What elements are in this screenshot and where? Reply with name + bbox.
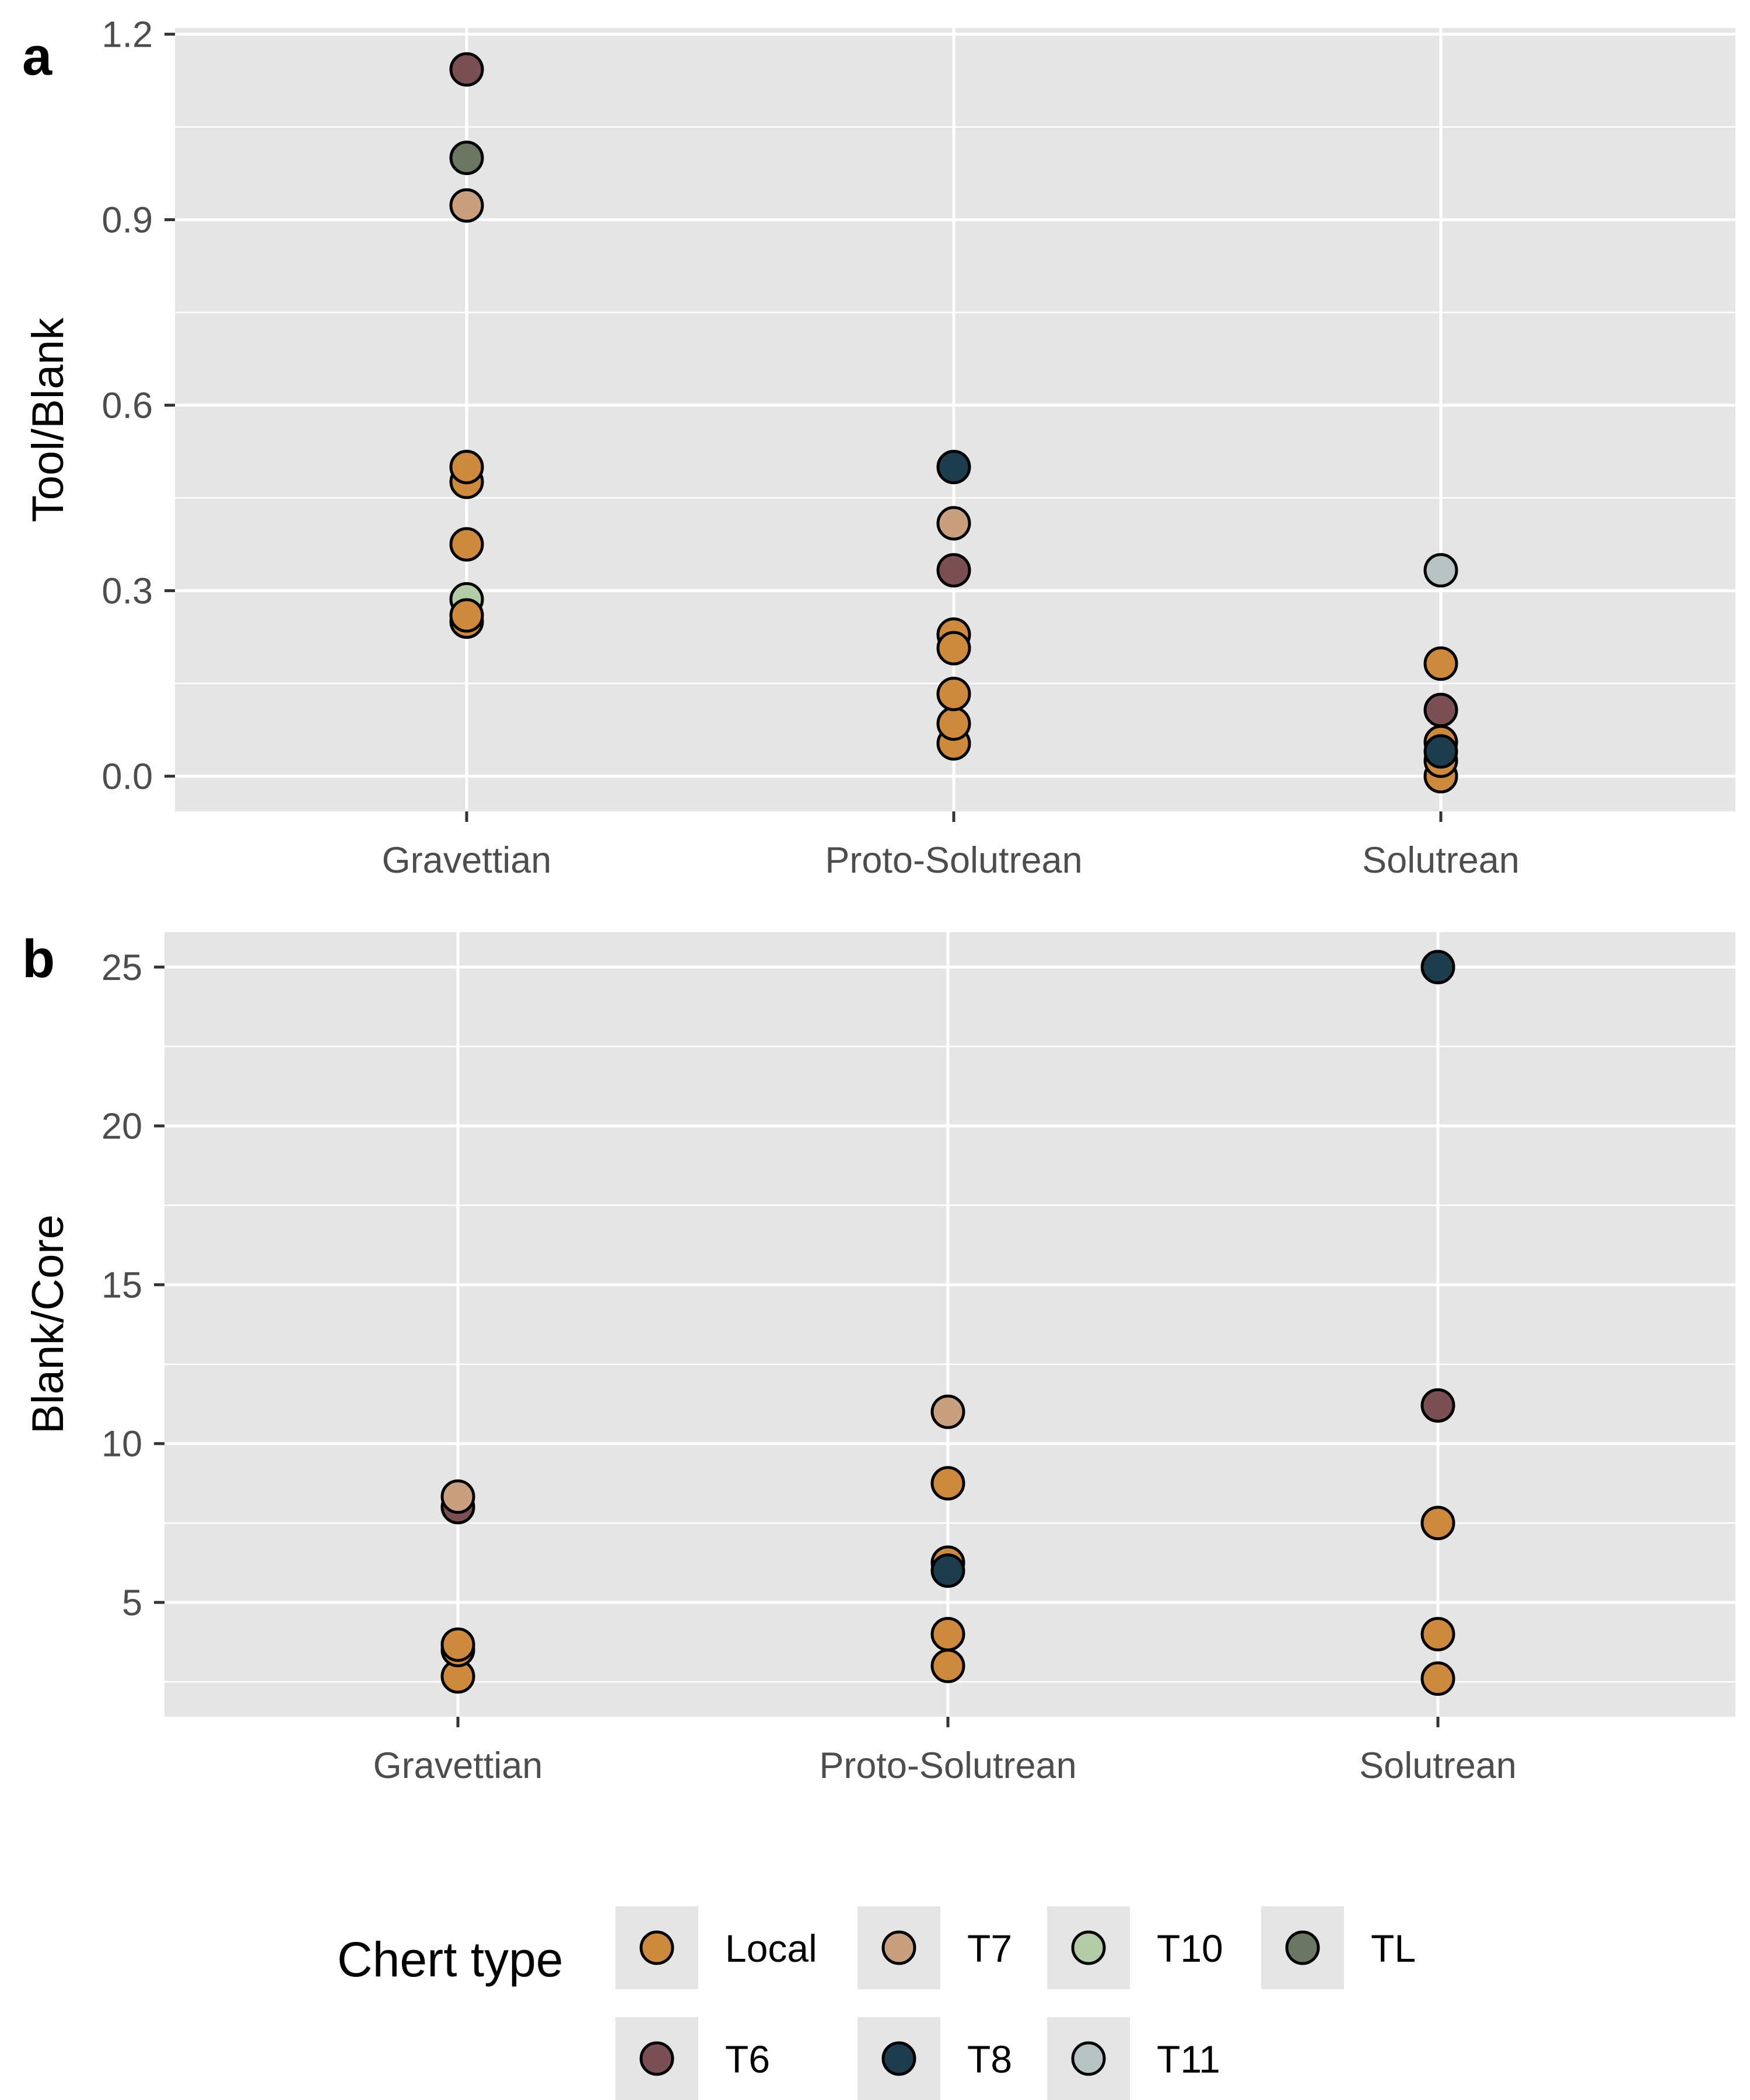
panel-b-points [440,950,1455,1696]
data-point-local [440,1627,475,1662]
legend-label-t7: T7 [967,1927,1012,1970]
y-tick-label: 1.2 [102,15,153,55]
x-tick-label: Solutrean [1362,840,1520,881]
panel-b-ylabel: Blank/Core [23,1214,73,1434]
data-point-t8 [1423,734,1458,769]
x-tick-label: Proto-Solutrean [819,1745,1076,1786]
x-tick-label: Proto-Solutrean [825,840,1082,881]
legend-swatch-tl [1285,1930,1320,1965]
legend-title: Chert type [337,1932,564,1987]
data-point-local [930,1616,965,1651]
data-point-t6 [449,52,484,87]
y-tick-label: 20 [102,1106,142,1147]
data-point-t8 [936,450,971,485]
legend-swatch-t10 [1071,1930,1106,1965]
panel-b-axes: 5 10 15 20 25 Gravettian Proto-Solutrean Solutr… [102,947,1517,1786]
data-point-t7 [449,188,484,223]
legend-label-t10: T10 [1157,1927,1223,1970]
y-tick-label: 15 [102,1265,142,1306]
y-tick-label: 0.3 [102,571,153,612]
legend-swatch-t11 [1071,2041,1106,2076]
data-point-local [936,631,971,666]
y-tick-label: 0.6 [102,386,153,426]
data-point-local [930,1648,965,1684]
legend-label-t8: T8 [967,2038,1012,2081]
panel-a-axes: 0.0 0.3 0.6 0.9 1.2 Gravettian Proto-Solutrean… [102,15,1519,881]
panel-a: 0.0 0.3 0.6 0.9 1.2 Gravettian Proto-Solutrean… [22,15,1735,881]
legend-label-local: Local [725,1927,817,1970]
legend-label-t6: T6 [725,2038,770,2081]
panel-a-ylabel: Tool/Blank [23,317,73,523]
data-point-local [936,706,971,741]
y-tick-label: 0.0 [102,757,153,797]
data-point-t7 [440,1479,475,1514]
y-tick-label: 5 [122,1583,142,1623]
x-tick-label: Solutrean [1359,1745,1517,1786]
data-point-t6 [1423,692,1458,727]
data-point-t8 [1420,950,1455,985]
legend-entries: Local T7 T10 TL T6 T8 T11 [615,1906,1416,2100]
legend-swatch-local [639,1930,674,1965]
data-point-t7 [936,506,971,541]
y-tick-label: 10 [102,1424,142,1465]
data-point-t6 [936,553,971,588]
legend: Chert type Local T7 T10 TL T6 T8 T11 [337,1906,1416,2100]
data-point-t6 [1420,1388,1455,1423]
x-tick-label: Gravettian [382,840,552,881]
panel-b: 5 10 15 20 25 Gravettian Proto-Solutrean Solutr… [22,929,1735,1786]
data-point-local [1423,646,1458,681]
data-point-local [930,1466,965,1501]
data-point-t7 [930,1394,965,1429]
panel-b-label: b [22,929,55,989]
data-point-local [1420,1661,1455,1696]
y-tick-label: 0.9 [102,200,153,241]
data-point-local [1420,1616,1455,1651]
data-point-local [449,450,484,485]
y-tick-label: 25 [102,947,142,988]
data-point-local [1420,1506,1455,1541]
legend-swatch-t7 [881,1930,916,1965]
data-point-t8 [930,1553,965,1588]
panel-a-points [449,52,1458,794]
data-point-local [449,598,484,633]
data-point-t11 [1423,553,1458,588]
legend-label-tl: TL [1371,1927,1416,1970]
legend-label-t11: T11 [1157,2038,1220,2081]
legend-swatch-t6 [639,2041,674,2076]
legend-swatch-t8 [881,2041,916,2076]
x-tick-label: Gravettian [373,1745,543,1786]
data-point-local [936,677,971,712]
panel-a-label: a [22,27,52,86]
panel-b-background [164,932,1735,1717]
data-point-local [449,527,484,562]
data-point-tl [449,141,484,176]
